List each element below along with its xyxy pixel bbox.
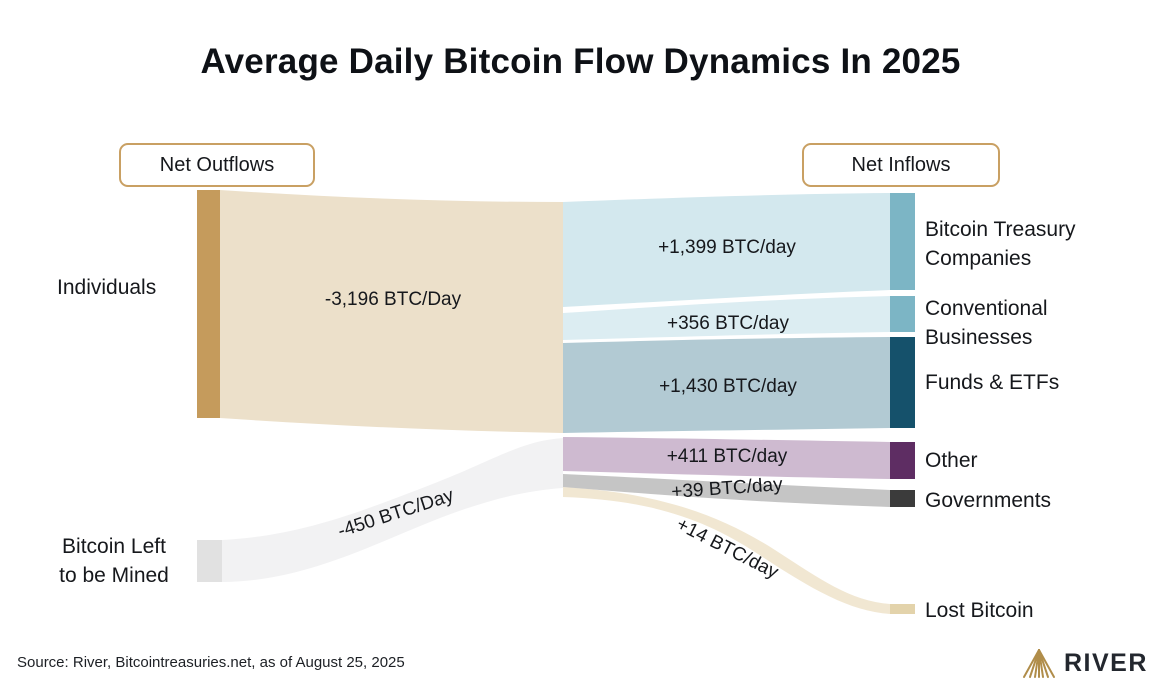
node-label-conventional-businesses: Conventional Businesses bbox=[925, 294, 1048, 352]
node-label-line: Businesses bbox=[925, 326, 1033, 349]
net-inflows-label: Net Inflows bbox=[851, 153, 951, 176]
node-label-lost-bitcoin: Lost Bitcoin bbox=[925, 599, 1034, 622]
flow-value-conventional-businesses: +356 BTC/day bbox=[667, 313, 789, 334]
flow-governments bbox=[563, 474, 890, 507]
node-governments bbox=[890, 490, 915, 507]
node-label-line: Conventional bbox=[925, 297, 1048, 320]
node-label-individuals: Individuals bbox=[57, 276, 157, 299]
flow-lost-bitcoin bbox=[563, 487, 890, 614]
node-label-bitcoin-left-to-be-mined: Bitcoin Left to be Mined bbox=[40, 532, 188, 590]
river-mountain-icon bbox=[1023, 649, 1055, 678]
node-bitcoin-treasury-companies bbox=[890, 193, 915, 290]
net-outflows-label: Net Outflows bbox=[159, 153, 275, 176]
node-label-funds-etfs: Funds & ETFs bbox=[925, 371, 1060, 394]
net-inflows-badge: Net Inflows bbox=[802, 143, 1000, 187]
flow-value-bitcoin-treasury-companies: +1,399 BTC/day bbox=[658, 237, 796, 258]
flow-value-individuals: -3,196 BTC/Day bbox=[324, 289, 462, 310]
flow-value-funds-etfs: +1,430 BTC/day bbox=[659, 376, 797, 397]
node-label-line: to be Mined bbox=[59, 564, 169, 587]
node-label-bitcoin-treasury-companies: Bitcoin Treasury Companies bbox=[925, 215, 1076, 273]
node-label-line: Bitcoin Left bbox=[62, 535, 166, 558]
node-lost-bitcoin bbox=[890, 604, 915, 614]
flow-individuals bbox=[220, 190, 563, 433]
source-attribution: Source: River, Bitcointreasuries.net, as… bbox=[17, 654, 405, 671]
flow-value-other: +411 BTC/day bbox=[666, 446, 788, 467]
flow-other bbox=[563, 437, 890, 479]
node-label-line: Bitcoin Treasury bbox=[925, 218, 1076, 241]
flow-bitcoin-left-to-be-mined bbox=[222, 438, 563, 582]
net-outflows-badge: Net Outflows bbox=[119, 143, 315, 187]
node-other bbox=[890, 442, 915, 479]
node-individuals bbox=[197, 190, 220, 418]
node-label-governments: Governments bbox=[925, 489, 1052, 512]
brand-name: RIVER bbox=[1064, 648, 1148, 677]
node-label-other: Other bbox=[925, 449, 978, 472]
chart-title: Average Daily Bitcoin Flow Dynamics In 2… bbox=[200, 42, 961, 81]
node-funds-etfs bbox=[890, 337, 915, 428]
flow-bitcoin-treasury-companies bbox=[563, 193, 890, 307]
river-logo: RIVER bbox=[1022, 647, 1148, 679]
node-label-line: Companies bbox=[925, 247, 1032, 270]
flow-funds-etfs bbox=[563, 337, 890, 433]
node-conventional-businesses bbox=[890, 296, 915, 332]
node-bitcoin-left-to-be-mined bbox=[197, 540, 222, 582]
flow-conventional-businesses bbox=[563, 296, 890, 340]
